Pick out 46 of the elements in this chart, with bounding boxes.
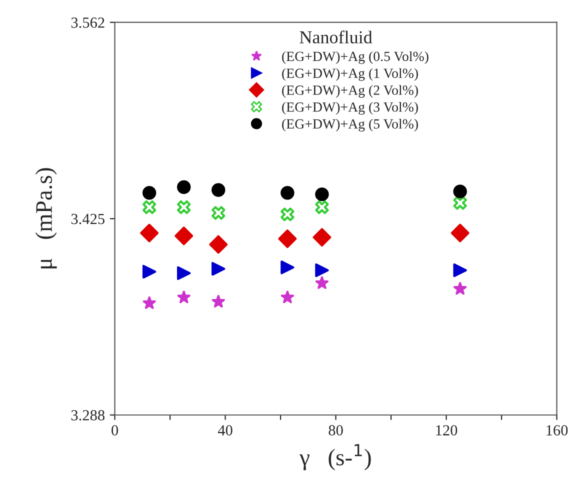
point [142, 186, 156, 200]
point [212, 294, 225, 308]
point [140, 224, 159, 242]
legend-label: (EG+DW)+Ag (2 Vol%) [282, 85, 418, 98]
point [454, 282, 467, 295]
point [212, 206, 226, 220]
point [142, 296, 156, 309]
legend-title: Nanofluid [300, 30, 372, 44]
x-tick-label: 80 [328, 425, 343, 436]
x-axis-title: γ (s-$^{1}$) [300, 444, 371, 470]
point [177, 290, 190, 304]
legend-label: (EG+DW)+Ag (1 Vol%) [282, 68, 418, 81]
x-tick-label: 120 [436, 425, 458, 436]
point [315, 276, 329, 289]
legend-label: (EG+DW)+Ag (5 Vol%) [282, 118, 418, 132]
point [280, 290, 294, 304]
point [177, 200, 191, 214]
y-axis-title: μ (mPa.s) [35, 168, 57, 268]
x-tick-label: 0 [112, 425, 118, 436]
point [315, 187, 329, 202]
point [450, 224, 470, 242]
point [280, 260, 294, 274]
point [212, 183, 226, 197]
y-tick-label: 3.288 [71, 410, 104, 421]
point [312, 228, 332, 247]
point [142, 200, 156, 214]
point [453, 196, 467, 210]
y-tick-label: 3.425 [71, 214, 104, 224]
point [315, 200, 329, 214]
x-tick-label: 160 [546, 425, 568, 436]
legend-label: (EG+DW)+Ag (0.5 Vol%) [282, 51, 428, 64]
point [453, 184, 467, 198]
x-tick-label: 40 [218, 425, 232, 436]
point [142, 264, 156, 279]
point [278, 229, 297, 248]
y-tick-label: 3.562 [71, 18, 104, 28]
point [280, 208, 294, 222]
legend-label: (EG+DW)+Ag (3 Vol%) [282, 102, 418, 115]
point [315, 263, 329, 278]
point [174, 226, 194, 246]
point [177, 266, 191, 280]
point [177, 180, 191, 194]
point [209, 235, 228, 254]
point [280, 186, 294, 200]
point [453, 263, 467, 278]
point [212, 262, 226, 276]
